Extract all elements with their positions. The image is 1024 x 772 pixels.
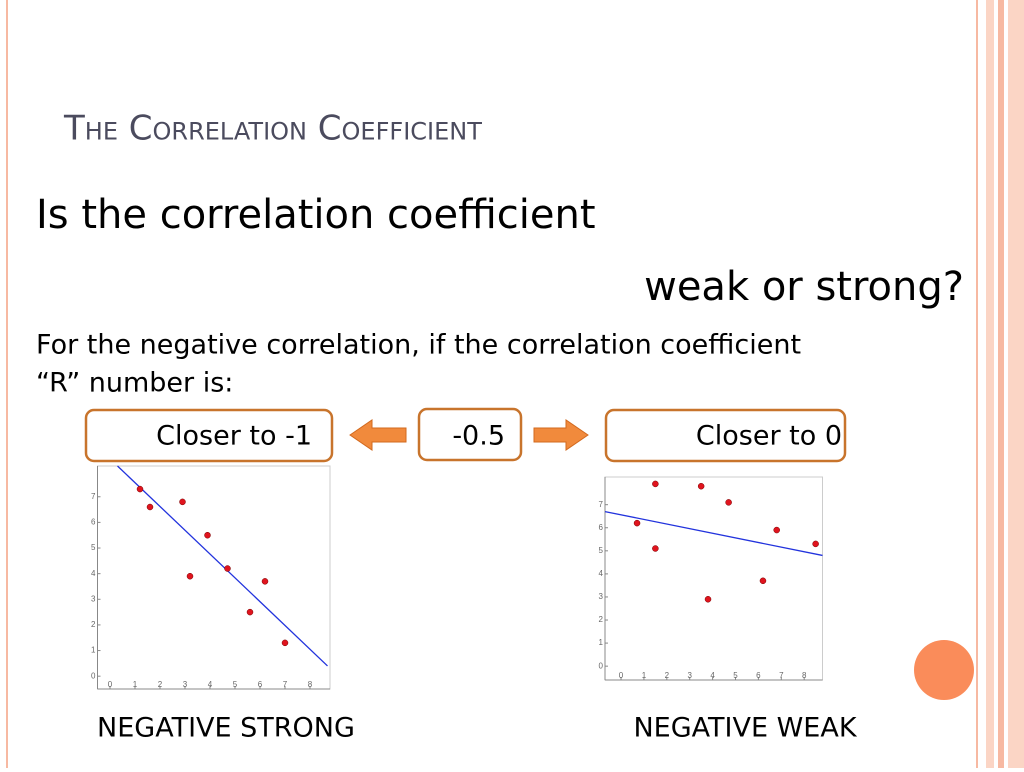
- x-tick-label: 3: [687, 671, 692, 680]
- y-tick-label: 4: [599, 569, 604, 578]
- y-tick-label: 4: [91, 569, 96, 578]
- x-tick-label: 0: [108, 680, 113, 689]
- x-tick-label: 5: [233, 680, 238, 689]
- y-tick-label: 5: [91, 543, 96, 552]
- point: [652, 545, 659, 552]
- y-tick-label: 1: [91, 646, 96, 655]
- y-tick-label: 1: [599, 638, 604, 647]
- question: Is the correlation coefficient: [36, 192, 596, 238]
- point: [136, 485, 144, 493]
- box: [604, 408, 847, 463]
- stripe: [986, 0, 994, 768]
- y-tick-label: 6: [91, 518, 96, 527]
- x-tick-label: 1: [133, 680, 138, 689]
- point: [281, 639, 289, 647]
- stripe: [976, 0, 978, 768]
- y-tick-label: 2: [91, 620, 96, 629]
- point: [697, 482, 705, 490]
- y-tick-label: 7: [599, 500, 604, 509]
- left-border: [6, 0, 8, 768]
- trend-line: [604, 510, 823, 557]
- x-tick-label: 5: [733, 671, 738, 680]
- y-tick-label: 0: [91, 671, 96, 680]
- x-tick-label: 8: [308, 680, 313, 689]
- y-tick-label: 3: [599, 592, 604, 601]
- x-tick-label: 3: [183, 680, 188, 689]
- point: [773, 526, 780, 534]
- point: [204, 531, 211, 539]
- body-text: “R” number is:: [36, 368, 233, 399]
- x-tick-label: 0: [619, 671, 624, 680]
- point: [186, 572, 194, 580]
- box-label: Closer to -1: [156, 421, 312, 452]
- trend-line: [117, 465, 328, 667]
- stripe: [1008, 0, 1024, 768]
- caption: NEGATIVE STRONG: [97, 713, 355, 744]
- x-tick-label: 7: [779, 671, 784, 680]
- y-tick-label: 0: [599, 661, 604, 670]
- point: [179, 498, 186, 506]
- x-tick-label: 2: [665, 671, 670, 680]
- point: [812, 540, 819, 548]
- box: [417, 407, 523, 462]
- point: [246, 608, 254, 616]
- x-tick-label: 6: [756, 671, 761, 680]
- point: [725, 499, 732, 506]
- point: [633, 519, 641, 527]
- x-tick-label: 1: [642, 671, 647, 680]
- y-tick-label: 5: [599, 546, 604, 555]
- box-label: -0.5: [452, 421, 505, 452]
- stripe: [998, 0, 1004, 768]
- y-tick-label: 6: [599, 523, 604, 532]
- x-tick-label: 2: [158, 680, 163, 689]
- x-tick-label: 7: [283, 680, 288, 689]
- box-label: Closer to 0: [696, 421, 842, 452]
- body-text: For the negative correlation, if the cor…: [36, 330, 801, 361]
- y-tick-label: 2: [599, 615, 604, 624]
- point: [146, 503, 154, 511]
- caption: NEGATIVE WEAK: [633, 713, 857, 744]
- y-tick-label: 7: [91, 492, 96, 501]
- x-tick-label: 4: [710, 671, 715, 680]
- box: [84, 408, 334, 463]
- arrow-left: [349, 419, 407, 451]
- point: [261, 578, 269, 585]
- arrow-right: [533, 419, 589, 451]
- point: [652, 480, 659, 488]
- point: [759, 577, 767, 585]
- question: weak or strong?: [644, 264, 964, 310]
- point: [224, 565, 231, 572]
- x-tick-label: 6: [258, 680, 263, 689]
- x-tick-label: 4: [208, 680, 213, 689]
- slide-title: The Correlation Coefficient: [63, 109, 482, 149]
- point: [704, 596, 712, 603]
- y-tick-label: 3: [91, 594, 96, 603]
- decor-circle: [914, 640, 974, 700]
- x-tick-label: 8: [802, 671, 807, 680]
